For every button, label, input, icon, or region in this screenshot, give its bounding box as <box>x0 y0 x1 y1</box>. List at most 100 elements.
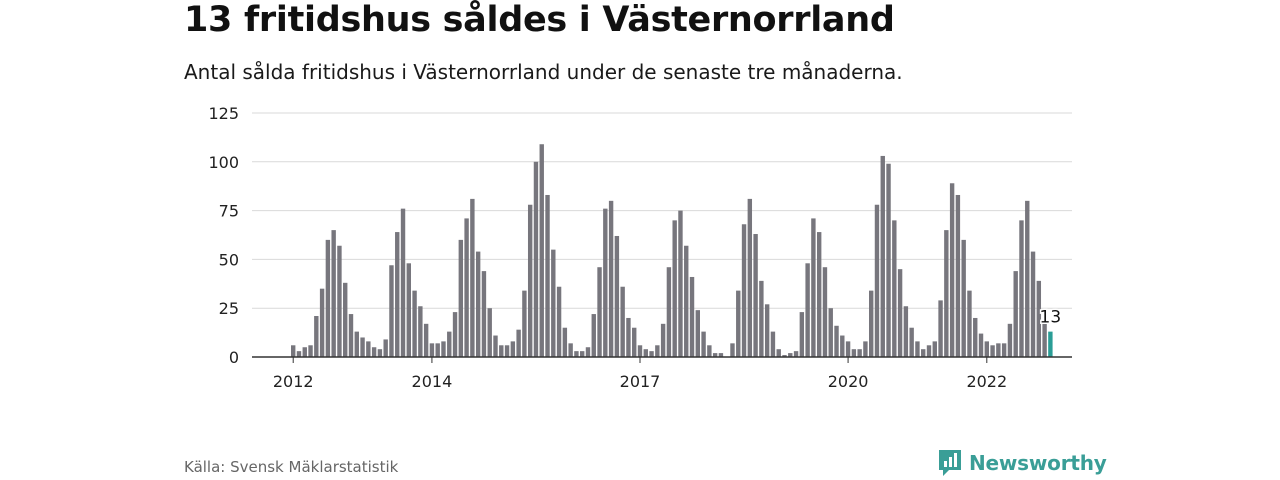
bar <box>475 251 481 357</box>
bar <box>874 204 880 357</box>
bar <box>331 230 336 357</box>
bar <box>568 343 573 357</box>
bar <box>1019 220 1024 357</box>
bar <box>302 347 307 357</box>
bar <box>840 335 845 357</box>
bar <box>603 208 608 357</box>
gridlines <box>252 112 1072 309</box>
bar <box>522 290 527 357</box>
bar <box>643 349 648 357</box>
bar <box>770 331 776 357</box>
bar <box>978 333 984 357</box>
bar <box>857 349 862 357</box>
bar <box>764 304 770 357</box>
bar <box>360 337 365 357</box>
bar <box>1042 323 1047 357</box>
chart-title: 13 fritidshus såldes i Västernorrland <box>184 0 895 40</box>
bar <box>1013 271 1018 357</box>
bar <box>395 232 400 357</box>
bar <box>811 218 816 357</box>
bar <box>730 343 735 357</box>
bar <box>788 353 793 357</box>
y-tick-label: 125 <box>208 104 239 123</box>
bar <box>632 327 637 357</box>
bar <box>614 235 620 357</box>
bar <box>354 331 359 357</box>
bar <box>649 351 654 357</box>
bar <box>585 347 591 357</box>
bar <box>845 341 851 357</box>
x-tick-label: 2020 <box>828 372 869 391</box>
x-axis-ticks: 2012 2014 2017 2020 2022 <box>273 357 1007 391</box>
bar <box>580 351 585 357</box>
bar <box>863 341 868 357</box>
bar <box>793 351 799 357</box>
bar <box>348 314 354 357</box>
bar <box>493 335 498 357</box>
newsworthy-logo-icon <box>939 450 961 476</box>
bar <box>423 323 429 357</box>
bar <box>1001 343 1007 357</box>
bar <box>556 286 562 357</box>
bar <box>886 163 891 357</box>
newsworthy-logo[interactable]: Newsworthy <box>937 448 1107 478</box>
y-tick-label: 75 <box>219 202 239 221</box>
x-tick-label: 2012 <box>273 372 314 391</box>
bar <box>441 341 446 357</box>
y-tick-label: 100 <box>208 153 239 172</box>
x-tick-label: 2014 <box>412 372 453 391</box>
bar <box>949 183 955 357</box>
bar <box>822 267 828 357</box>
bar <box>660 323 666 357</box>
bar <box>984 341 989 357</box>
bar <box>701 331 706 357</box>
bars <box>291 144 1053 357</box>
bar <box>938 300 943 357</box>
bar <box>903 306 909 357</box>
chart-subtitle: Antal sålda fritidshus i Västernorrland … <box>184 60 903 84</box>
bar <box>458 239 464 357</box>
bar <box>562 327 568 357</box>
bar <box>955 194 961 357</box>
y-tick-label: 0 <box>229 348 239 367</box>
bar <box>539 144 544 357</box>
bar <box>371 347 377 357</box>
bar <box>718 353 724 357</box>
bar <box>510 341 516 357</box>
bar <box>926 345 932 357</box>
bar <box>377 349 383 357</box>
bar <box>834 325 839 357</box>
bar <box>712 353 718 357</box>
bar <box>689 276 695 357</box>
bar <box>620 286 625 357</box>
bar <box>909 327 914 357</box>
bar <box>325 239 331 357</box>
bar <box>759 280 764 357</box>
bar <box>452 312 458 357</box>
bar <box>637 345 643 357</box>
bar <box>973 317 978 357</box>
bar <box>736 290 741 357</box>
bar <box>291 345 296 357</box>
bar <box>308 345 313 357</box>
y-tick-label: 50 <box>219 250 239 269</box>
data-label-last: 13 <box>1040 308 1062 328</box>
bar <box>799 312 805 357</box>
y-axis-ticks: 0 25 50 75 100 125 <box>208 104 239 367</box>
bar <box>383 339 388 357</box>
bar <box>389 265 394 357</box>
bar <box>869 290 874 357</box>
bar <box>678 210 683 357</box>
bar <box>608 200 614 357</box>
bar <box>915 341 920 357</box>
bar <box>406 263 411 357</box>
bar <box>932 341 937 357</box>
x-tick-label: 2022 <box>966 372 1007 391</box>
bar <box>470 198 475 357</box>
bar <box>591 314 596 357</box>
bar <box>487 308 492 357</box>
bar <box>337 245 342 357</box>
bar <box>707 345 712 357</box>
data-labels: 13 <box>1038 306 1063 329</box>
